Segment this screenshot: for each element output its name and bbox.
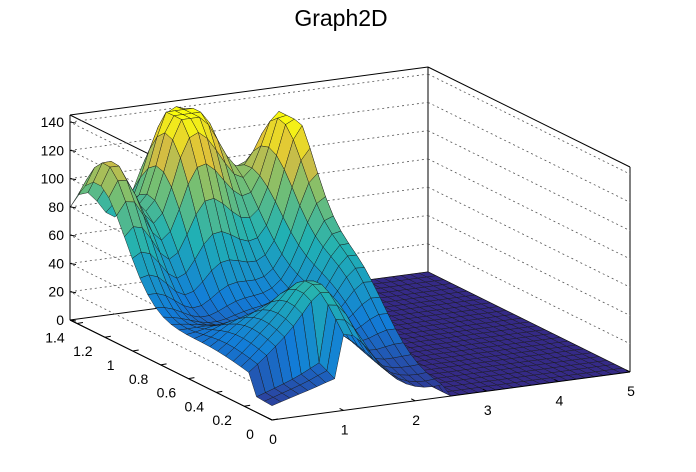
chart-title: Graph2D [294,5,387,31]
x-tick [482,388,488,392]
z-gridline-side [427,73,631,175]
surface-cell [263,397,282,406]
z-gridline-side [427,130,631,231]
z-tick-label: 40 [48,255,64,271]
x-tick-label: 3 [484,402,492,418]
z-gridline-side [427,158,631,260]
z-tick-label: 120 [41,142,65,158]
z-gridline-back [69,130,429,180]
y-tick-label: 0 [246,426,254,442]
y-tick [160,363,167,366]
z-tick [69,121,77,124]
z-tick [69,178,77,181]
x-tick [410,398,416,402]
box-edge-top-right [427,66,631,168]
z-tick [69,262,77,265]
y-tick-label: 0.2 [212,412,232,428]
z-tick-label: 60 [48,227,64,243]
y-tick [132,349,139,352]
y-tick [76,321,84,324]
y-tick-label: 0.8 [129,371,149,387]
y-tick [244,404,251,407]
surface-mesh [69,106,631,406]
y-tick [188,377,195,380]
y-tick-label: 0.4 [185,398,205,414]
x-tick-label: 0 [269,431,277,447]
z-tick [69,206,77,209]
tick-labels: 01234500.20.40.60.811.21.402040608010012… [41,114,635,447]
x-tick-label: 1 [341,421,349,437]
x-axis-line [271,371,631,421]
z-gridline-side [427,186,631,288]
z-tick-label: 80 [48,199,64,215]
x-tick [554,379,559,383]
z-tick-label: 100 [41,171,65,187]
y-tick [216,390,223,393]
z-tick-label: 0 [56,312,64,328]
x-tick [267,417,273,421]
y-tick [271,418,279,421]
box-edge-top-back [69,66,429,116]
y-axis-line [69,319,273,421]
z-tick [69,149,77,152]
x-tick-label: 2 [412,412,420,428]
front-axes [69,115,631,421]
y-tick-label: 1.2 [73,343,93,359]
y-tick [104,335,111,338]
z-gridline-back [69,101,429,151]
y-tick-label: 0.6 [157,385,177,401]
y-tick-label: 1 [107,357,115,373]
x-tick [339,407,344,411]
x-tick-label: 5 [627,383,635,399]
z-tick [69,234,77,237]
z-gridline-back [69,73,429,123]
z-tick [69,319,77,322]
z-tick [69,291,77,294]
y-tick-label: 1.4 [45,329,65,345]
x-tick-label: 4 [556,393,564,409]
x-tick [625,369,631,373]
z-tick-label: 20 [48,284,64,300]
z-tick-label: 140 [41,114,65,130]
